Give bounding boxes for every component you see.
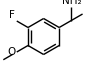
Text: O: O	[8, 47, 16, 57]
Text: F: F	[9, 11, 15, 21]
Text: NH₂: NH₂	[61, 0, 81, 5]
